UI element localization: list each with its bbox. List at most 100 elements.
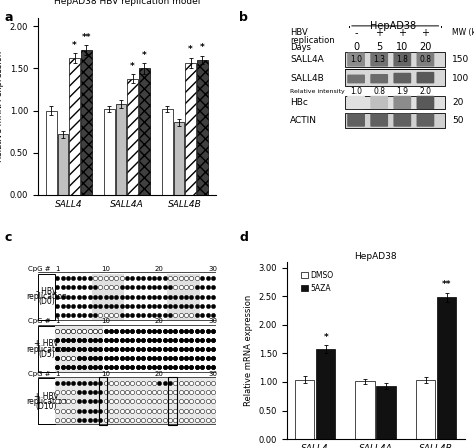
Bar [58,134,68,195]
Y-axis label: Relative mRNA expression: Relative mRNA expression [244,295,253,406]
Point [161,336,168,343]
Point [70,293,77,300]
Point [134,302,142,310]
Point [204,364,211,371]
Point [128,284,136,291]
Point [161,407,168,414]
Point [188,345,195,353]
Point [145,379,152,387]
Point [209,355,217,362]
FancyBboxPatch shape [370,52,388,67]
Point [145,364,152,371]
Point [193,364,201,371]
Point [97,327,104,334]
Point [112,327,120,334]
Point [193,302,201,310]
Point [188,379,195,387]
Point [134,312,142,319]
Point [112,364,120,371]
Point [97,345,104,353]
Point [134,379,142,387]
Point [70,345,77,353]
Point [54,336,61,343]
Point [193,293,201,300]
Point [182,379,190,387]
Point [139,364,147,371]
Point [128,407,136,414]
Point [64,327,72,334]
Point [193,275,201,282]
Point [193,398,201,405]
Point [188,284,195,291]
Point [172,275,179,282]
Text: - HBV: - HBV [36,287,57,296]
Point [59,336,66,343]
Point [150,379,158,387]
Point [199,364,206,371]
Point [172,345,179,353]
Text: 1.0: 1.0 [350,87,362,96]
Point [75,388,82,396]
Point [70,364,77,371]
Point [150,302,158,310]
Point [64,345,72,353]
Point [81,302,88,310]
Point [81,275,88,282]
Point [172,327,179,334]
Point [91,293,99,300]
Text: + HBV: + HBV [34,339,59,348]
Point [102,336,109,343]
Point [161,355,168,362]
Point [204,416,211,423]
Point [64,327,72,334]
Point [64,398,72,405]
Point [112,275,120,282]
Text: MW (kDa): MW (kDa) [452,29,474,38]
Bar [38,326,55,372]
Point [128,345,136,353]
Point [209,407,217,414]
Point [102,302,109,310]
Point [128,293,136,300]
Point [177,336,184,343]
Point [70,355,77,362]
Text: HepAD38: HepAD38 [370,21,417,30]
Point [81,416,88,423]
Point [70,275,77,282]
Point [112,336,120,343]
FancyBboxPatch shape [347,96,365,109]
Text: -: - [355,28,358,38]
Point [123,416,131,423]
Point [150,388,158,396]
Text: 100: 100 [452,73,469,82]
Point [134,327,142,334]
Point [81,355,88,362]
Text: c: c [5,231,12,244]
Point [97,379,104,387]
Point [199,388,206,396]
Point [193,355,201,362]
Point [177,407,184,414]
Point [209,302,217,310]
Point [112,293,120,300]
Point [75,407,82,414]
Text: *: * [323,333,328,342]
Point [150,364,158,371]
Point [112,355,120,362]
Point [182,275,190,282]
Point [107,407,115,414]
Y-axis label: Relative mRNA expression: Relative mRNA expression [0,51,4,162]
Point [118,364,126,371]
Text: (D5): (D5) [38,350,55,359]
Point [188,312,195,319]
Point [107,364,115,371]
Point [166,416,174,423]
Text: a: a [5,11,13,24]
Point [145,416,152,423]
Point [54,355,61,362]
Bar [104,109,115,195]
Point [128,312,136,319]
Point [209,312,217,319]
Bar [69,58,80,195]
Point [166,355,174,362]
